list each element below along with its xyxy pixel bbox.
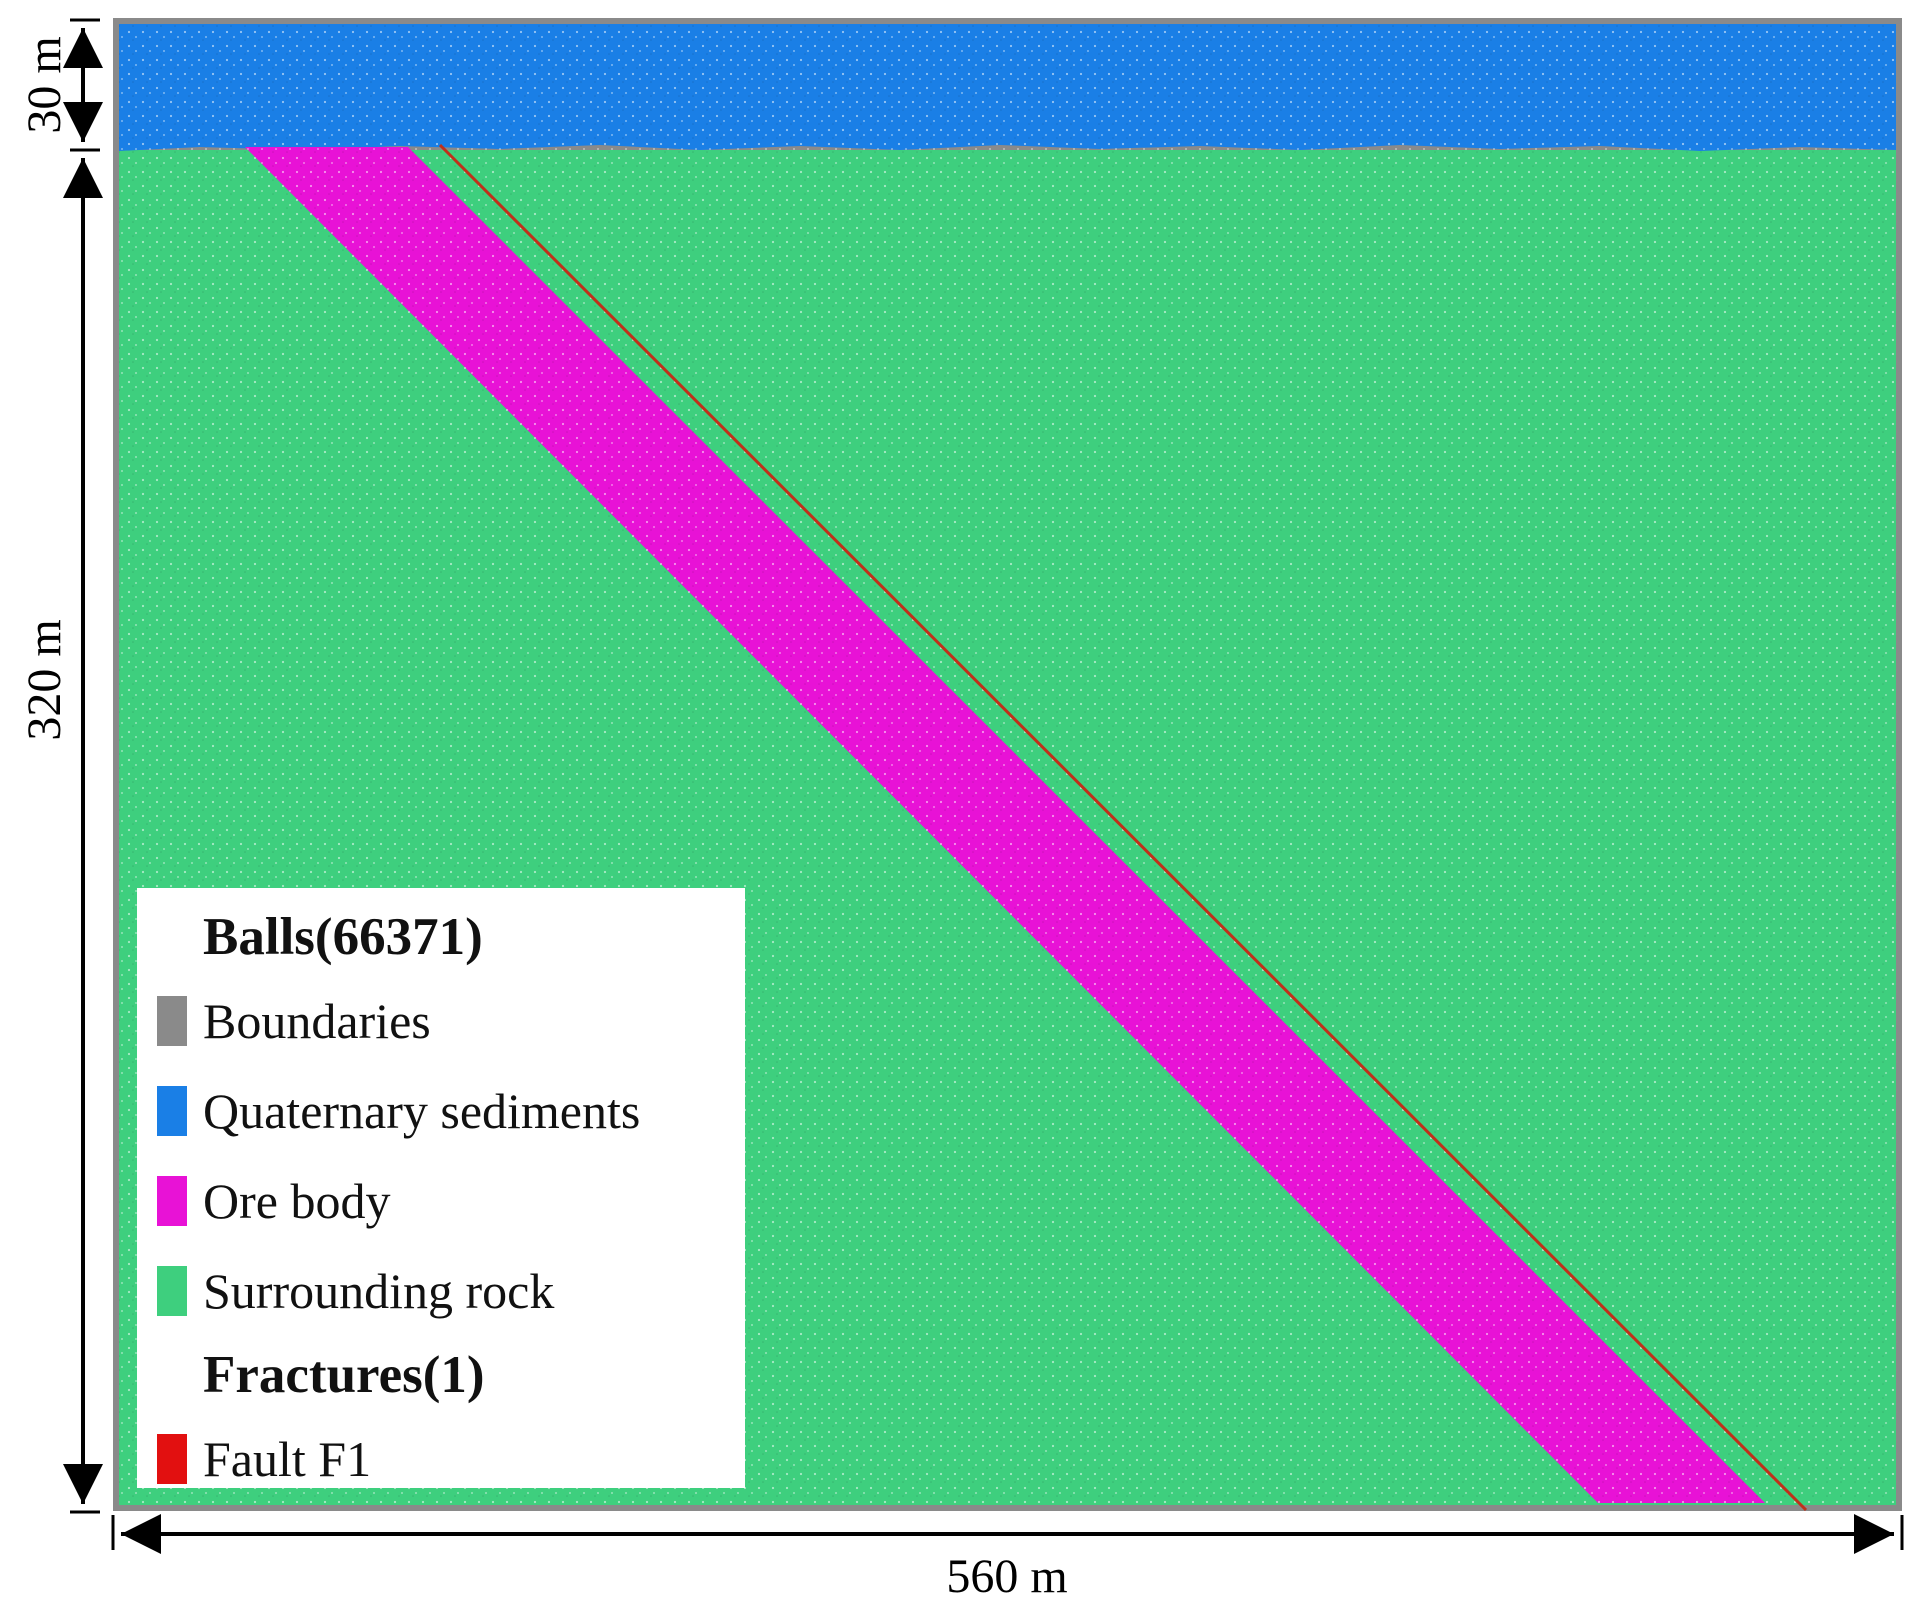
dim-top-label: 30 m: [18, 36, 71, 133]
legend-swatch-ore-body: [157, 1176, 187, 1226]
legend-item-surrounding-rock: Surrounding rock: [157, 1246, 745, 1336]
legend-item-fault-f1: Fault F1: [157, 1414, 745, 1504]
legend-balls-title: Balls(66371): [203, 908, 483, 966]
fault-f1-line: [438, 143, 1808, 1512]
legend-swatch-fault-f1: [157, 1434, 187, 1484]
legend-label-boundaries: Boundaries: [203, 993, 431, 1049]
dim-depth-label: 320 m: [18, 619, 71, 740]
legend-label-fault-f1: Fault F1: [203, 1431, 372, 1487]
legend-item-ore-body: Ore body: [157, 1156, 745, 1246]
legend-box: Balls(66371) Boundaries Quaternary sedim…: [137, 888, 745, 1488]
dim-width-label: 560 m: [946, 1550, 1067, 1603]
legend-item-boundaries: Boundaries: [157, 976, 745, 1066]
legend-swatch-quaternary-sediments: [157, 1086, 187, 1136]
legend-label-ore-body: Ore body: [203, 1173, 391, 1229]
legend-fractures-title: Fractures(1): [203, 1346, 485, 1404]
legend-label-quaternary-sediments: Quaternary sediments: [203, 1083, 641, 1139]
legend-label-surrounding-rock: Surrounding rock: [203, 1263, 555, 1319]
legend-swatch-boundaries: [157, 996, 187, 1046]
ore-body-texture: [245, 147, 1765, 1503]
quaternary-sediment-texture: [119, 24, 1896, 151]
legend-item-quaternary-sediments: Quaternary sediments: [157, 1066, 745, 1156]
legend-swatch-surrounding-rock: [157, 1266, 187, 1316]
